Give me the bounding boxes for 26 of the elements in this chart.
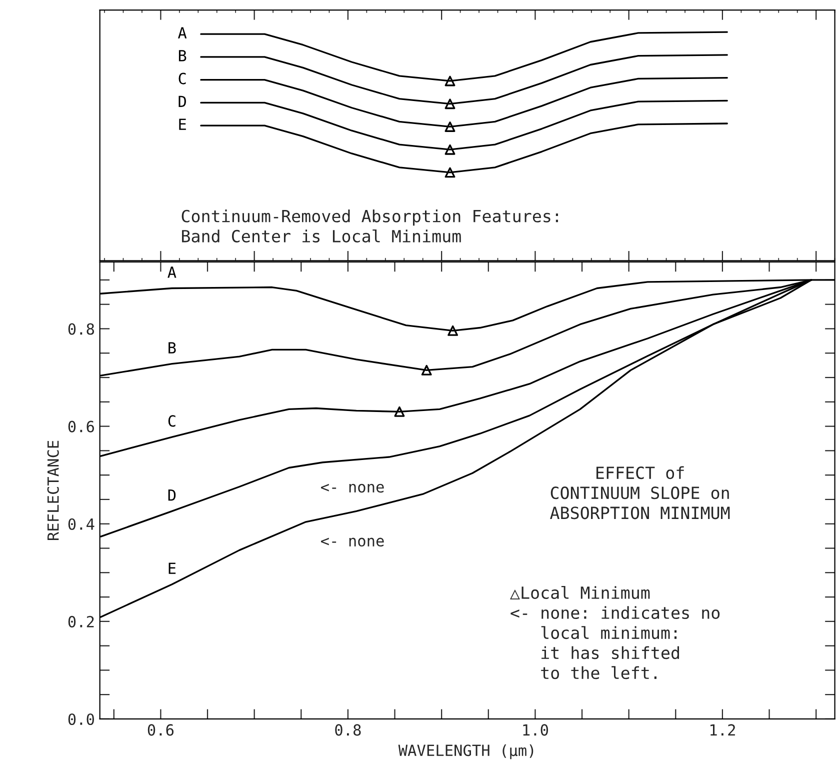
annotation: <- none — [320, 538, 384, 547]
x-tick-label: 1.2 — [710, 724, 735, 736]
series-label: A — [178, 27, 187, 38]
series-label: B — [178, 50, 186, 62]
x-tick-label: 1.0 — [523, 724, 548, 736]
x-tick-label: 0.8 — [335, 724, 361, 736]
y-tick-label: 0.8 — [68, 323, 94, 335]
y-tick-label: 0.2 — [68, 616, 94, 628]
x-axis-title: WAVELENGTH (μm) — [398, 744, 534, 760]
y-tick-label: 0.6 — [68, 420, 94, 432]
y-tick-label: 0.4 — [68, 518, 94, 530]
series-label: D — [178, 96, 186, 107]
x-tick-label: 0.6 — [148, 724, 174, 736]
series-label: A — [168, 266, 176, 278]
annotation: △Local Minimum <- none: indicates no local minimum: it has shifted to the left. — [510, 586, 720, 680]
annotation: <- none — [320, 484, 384, 493]
y-tick-label: 0.0 — [68, 713, 94, 726]
series-label: C — [168, 415, 176, 427]
annotation: Continuum-Removed Absorption Features: Band Center is Local Minimum — [182, 210, 558, 242]
series-label: C — [178, 72, 186, 84]
series-label: E — [179, 118, 186, 130]
series-label: D — [168, 490, 176, 501]
series-label: B — [168, 342, 176, 354]
series-label: E — [168, 562, 176, 574]
annotation: EFFECT of CONTINUUM SLOPE on ABSORPTION MINIMUM — [550, 466, 730, 520]
y-axis-title: REFLECTANCE — [47, 440, 59, 540]
